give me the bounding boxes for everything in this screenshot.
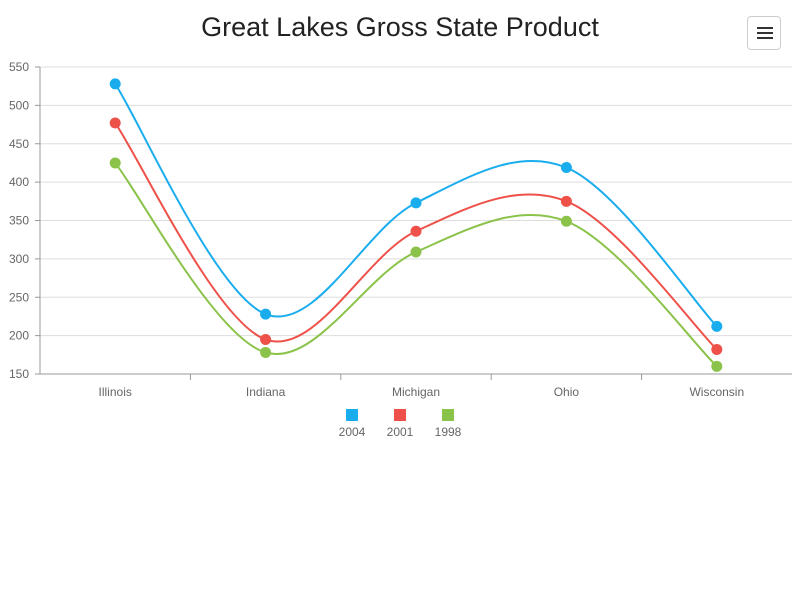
y-tick-label: 150 (9, 367, 29, 381)
series-1998 (109, 157, 723, 372)
y-tick-label: 200 (9, 329, 29, 343)
y-tick-label: 500 (9, 98, 29, 112)
x-tick-label: Indiana (246, 385, 286, 399)
x-tick-label: Illinois (99, 385, 132, 399)
legend-label: 1998 (435, 425, 462, 439)
legend: 2004 2001 1998 (339, 409, 462, 439)
menu-button[interactable] (747, 16, 781, 50)
data-point[interactable] (109, 78, 121, 90)
data-point[interactable] (711, 343, 723, 355)
data-point[interactable] (260, 347, 272, 359)
y-tick-label: 400 (9, 175, 29, 189)
data-point[interactable] (109, 117, 121, 129)
y-tick-label: 300 (9, 252, 29, 266)
data-point[interactable] (410, 246, 422, 258)
series-line (114, 122, 718, 351)
data-point[interactable] (410, 197, 422, 209)
data-point[interactable] (560, 162, 572, 174)
y-tick-label: 250 (9, 290, 29, 304)
y-axis: 150 200 250 300 350 400 450 500 550 (9, 60, 41, 381)
legend-label: 2001 (387, 425, 414, 439)
legend-item[interactable]: 2004 (339, 409, 366, 439)
legend-swatch (346, 409, 358, 421)
x-axis: Illinois Indiana Michigan Ohio Wisconsin (40, 373, 792, 399)
y-tick-label: 450 (9, 137, 29, 151)
data-point[interactable] (711, 320, 723, 332)
series-line (114, 83, 718, 328)
legend-label: 2004 (339, 425, 366, 439)
legend-item[interactable]: 1998 (435, 409, 462, 439)
data-point[interactable] (560, 215, 572, 227)
y-tick-label: 550 (9, 60, 29, 74)
data-point[interactable] (560, 195, 572, 207)
grid-lines (40, 66, 792, 337)
data-point[interactable] (410, 225, 422, 237)
data-point[interactable] (260, 308, 272, 320)
legend-swatch (442, 409, 454, 421)
series-line (114, 162, 718, 368)
legend-swatch (394, 409, 406, 421)
data-point[interactable] (711, 360, 723, 372)
x-tick-label: Ohio (554, 385, 580, 399)
series-2004 (109, 78, 723, 332)
y-tick-label: 350 (9, 214, 29, 228)
legend-item[interactable]: 2001 (387, 409, 414, 439)
data-point[interactable] (260, 333, 272, 345)
series-2001 (109, 117, 723, 355)
chart-title: Great Lakes Gross State Product (201, 12, 599, 42)
series-group (109, 78, 723, 372)
x-tick-label: Michigan (392, 385, 440, 399)
data-point[interactable] (109, 157, 121, 169)
x-tick-label: Wisconsin (689, 385, 744, 399)
